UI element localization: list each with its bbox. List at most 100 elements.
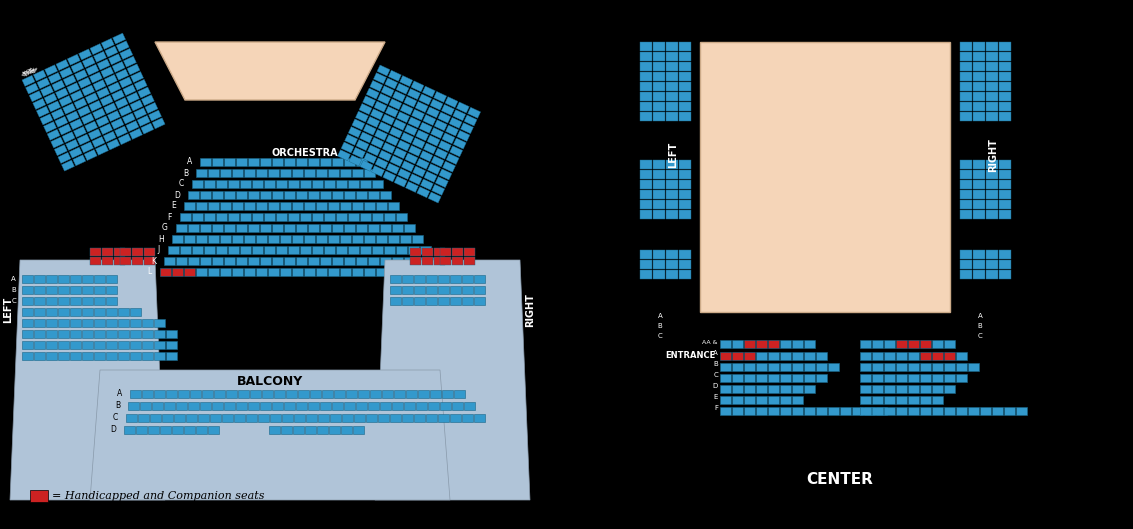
FancyBboxPatch shape [22, 297, 33, 305]
Polygon shape [52, 80, 65, 91]
Polygon shape [377, 94, 391, 104]
Bar [679, 260, 691, 269]
Polygon shape [43, 122, 57, 133]
Text: M: M [27, 68, 34, 75]
Polygon shape [412, 166, 426, 177]
Bar [999, 92, 1011, 101]
FancyBboxPatch shape [402, 286, 414, 294]
Bar [653, 92, 665, 101]
Bar [653, 170, 665, 179]
FancyBboxPatch shape [130, 308, 140, 316]
FancyBboxPatch shape [248, 158, 259, 166]
FancyBboxPatch shape [372, 213, 383, 221]
Polygon shape [382, 142, 395, 153]
FancyBboxPatch shape [884, 385, 895, 393]
Bar [640, 72, 651, 81]
Bar [666, 190, 678, 199]
Text: P: P [24, 70, 29, 76]
Bar [640, 62, 651, 71]
Polygon shape [70, 90, 84, 102]
FancyBboxPatch shape [327, 202, 339, 210]
Bar [999, 270, 1011, 279]
FancyBboxPatch shape [920, 374, 931, 382]
FancyBboxPatch shape [224, 191, 235, 199]
FancyBboxPatch shape [402, 414, 414, 422]
Text: G: G [162, 223, 168, 233]
FancyBboxPatch shape [780, 385, 791, 393]
FancyBboxPatch shape [944, 385, 955, 393]
FancyBboxPatch shape [384, 246, 395, 254]
Text: B: B [11, 287, 16, 293]
Text: A: A [978, 313, 982, 319]
Bar [90, 248, 101, 256]
FancyBboxPatch shape [286, 390, 297, 398]
Polygon shape [56, 59, 69, 70]
FancyBboxPatch shape [756, 363, 767, 371]
FancyBboxPatch shape [82, 286, 93, 294]
Bar [679, 210, 691, 219]
FancyBboxPatch shape [107, 341, 117, 349]
Polygon shape [103, 131, 117, 142]
FancyBboxPatch shape [224, 257, 235, 265]
Bar [653, 180, 665, 189]
FancyBboxPatch shape [293, 414, 305, 422]
FancyBboxPatch shape [816, 374, 827, 382]
Bar [640, 42, 651, 51]
FancyBboxPatch shape [107, 297, 117, 305]
FancyBboxPatch shape [212, 402, 223, 410]
Text: O: O [25, 69, 32, 76]
FancyBboxPatch shape [70, 275, 80, 283]
FancyBboxPatch shape [732, 374, 743, 382]
FancyBboxPatch shape [366, 414, 377, 422]
FancyBboxPatch shape [208, 268, 219, 276]
FancyBboxPatch shape [332, 402, 343, 410]
FancyBboxPatch shape [94, 330, 105, 338]
FancyBboxPatch shape [22, 341, 33, 349]
FancyBboxPatch shape [908, 352, 919, 360]
FancyBboxPatch shape [360, 180, 370, 188]
FancyBboxPatch shape [380, 224, 391, 232]
FancyBboxPatch shape [58, 275, 69, 283]
FancyBboxPatch shape [352, 268, 363, 276]
FancyBboxPatch shape [296, 158, 307, 166]
FancyBboxPatch shape [324, 180, 335, 188]
FancyBboxPatch shape [768, 385, 780, 393]
FancyBboxPatch shape [300, 246, 310, 254]
Polygon shape [93, 108, 105, 119]
FancyBboxPatch shape [269, 235, 279, 243]
Polygon shape [59, 96, 73, 106]
FancyBboxPatch shape [756, 407, 767, 415]
FancyBboxPatch shape [160, 426, 171, 434]
Polygon shape [375, 158, 387, 169]
Bar [679, 180, 691, 189]
FancyBboxPatch shape [414, 275, 425, 283]
Text: C: C [657, 333, 663, 339]
FancyBboxPatch shape [180, 246, 191, 254]
FancyBboxPatch shape [896, 385, 908, 393]
Polygon shape [77, 134, 90, 145]
FancyBboxPatch shape [431, 390, 441, 398]
FancyBboxPatch shape [142, 341, 153, 349]
Text: J: J [157, 245, 160, 254]
FancyBboxPatch shape [269, 202, 279, 210]
Polygon shape [453, 110, 466, 121]
FancyBboxPatch shape [908, 407, 919, 415]
Bar [679, 92, 691, 101]
FancyBboxPatch shape [244, 202, 255, 210]
Bar [999, 82, 1011, 91]
FancyBboxPatch shape [356, 224, 367, 232]
Polygon shape [129, 129, 143, 139]
Polygon shape [426, 107, 440, 118]
Polygon shape [51, 137, 63, 148]
Bar [102, 257, 113, 265]
FancyBboxPatch shape [342, 414, 353, 422]
FancyBboxPatch shape [70, 286, 80, 294]
Polygon shape [66, 140, 78, 150]
Polygon shape [22, 75, 35, 86]
Polygon shape [372, 166, 384, 177]
Polygon shape [92, 136, 105, 148]
Bar [679, 200, 691, 209]
Polygon shape [435, 177, 449, 188]
FancyBboxPatch shape [308, 257, 320, 265]
Polygon shape [62, 103, 76, 114]
